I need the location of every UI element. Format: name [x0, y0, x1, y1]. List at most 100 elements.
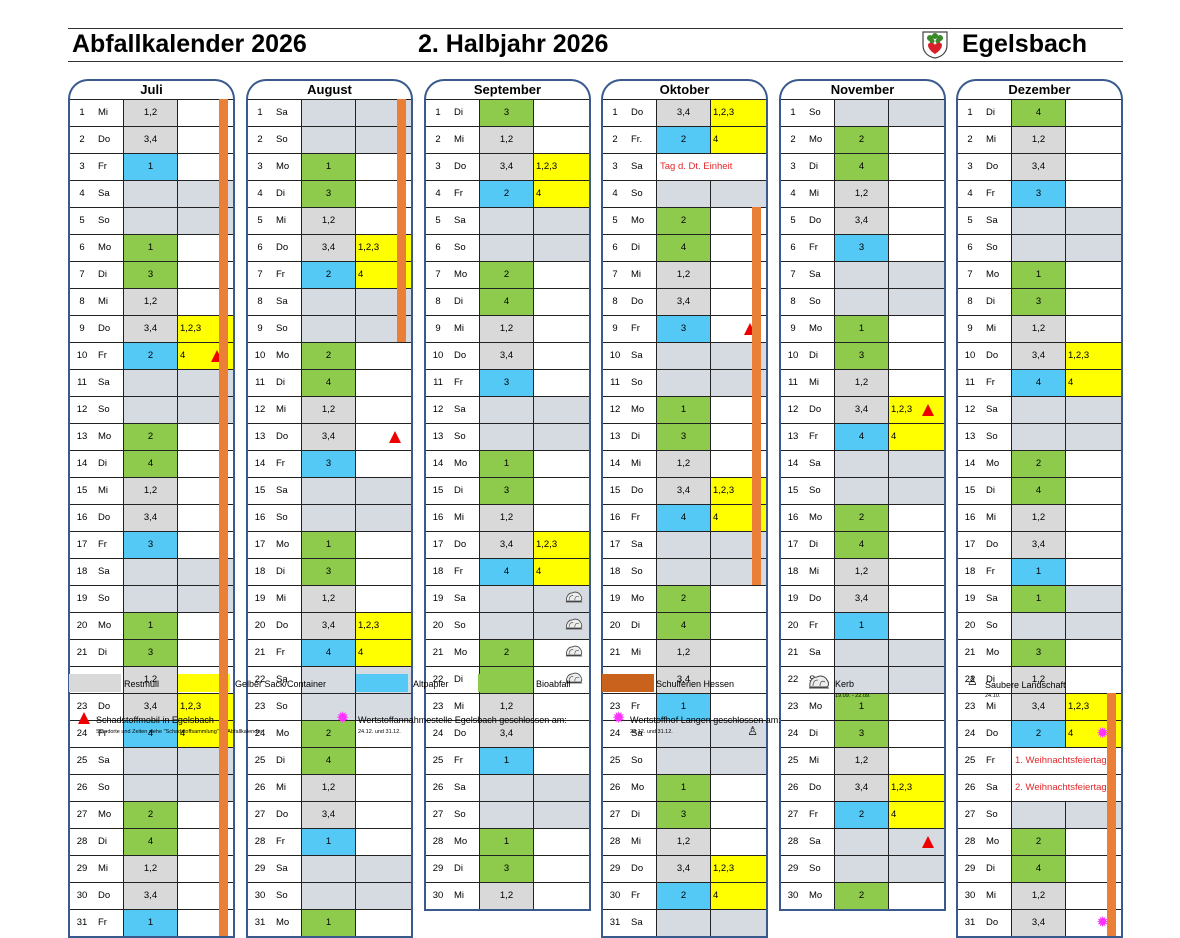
day-cell: 21 Sa: [781, 640, 835, 666]
weekday: Do: [454, 728, 467, 739]
waste-cell-secondary: [356, 748, 411, 774]
day-row: 28 Sa: [781, 828, 944, 855]
day-number: 3: [435, 161, 441, 172]
day-number: 22: [432, 674, 444, 685]
weekday: Sa: [986, 593, 998, 604]
day-number: 25: [432, 755, 444, 766]
day-cell: 30 Mo: [781, 883, 835, 909]
waste-cell-primary: 3,4: [1012, 532, 1066, 558]
waste-cell-primary: 4: [480, 559, 534, 585]
weekday: So: [809, 107, 821, 118]
legend-swatch-bioabfall: [478, 674, 530, 692]
day-number: 12: [432, 404, 444, 415]
day-cell: 24 Do: [426, 721, 480, 747]
day-row: 12 Do 3,4 1,2,3: [781, 396, 944, 423]
day-row: 4 Sa: [70, 180, 233, 207]
day-number: 22: [964, 674, 976, 685]
waste-cell-secondary: [1066, 451, 1121, 477]
day-row: 29 Di 3: [426, 855, 589, 882]
day-row: 31 Do 3,4 ✹: [958, 909, 1121, 936]
day-row: 6 So: [426, 234, 589, 261]
day-row: 17 Fr 3: [70, 531, 233, 558]
weekday: Fr: [454, 755, 463, 766]
waste-cell-secondary: [356, 505, 411, 531]
day-cell: 27 Mo: [70, 802, 124, 828]
day-number: 5: [790, 215, 796, 226]
day-number: 1: [257, 107, 263, 118]
day-number: 11: [610, 377, 620, 388]
day-number: 7: [257, 269, 263, 280]
waste-cell-primary: [302, 856, 356, 882]
waste-cell-secondary: [356, 343, 411, 369]
waste-cell-primary: [657, 721, 711, 747]
day-row: 11 Sa: [70, 369, 233, 396]
day-number: 30: [609, 890, 621, 901]
waste-cell-primary: 3: [480, 478, 534, 504]
legend-schadstoff-note: Standorte und Zeiten siehe "Schadstoffsa…: [96, 729, 263, 735]
day-number: 19: [76, 593, 88, 604]
waste-cell-primary: 1,2: [1012, 883, 1066, 909]
day-cell: 28 Mo: [426, 829, 480, 855]
day-number: 7: [790, 269, 796, 280]
day-row: 13 Di 3: [603, 423, 766, 450]
day-row: 1 Di 4: [958, 99, 1121, 126]
day-number: 14: [432, 458, 444, 469]
day-row: 7 Di 3: [70, 261, 233, 288]
day-number: 6: [612, 242, 618, 253]
day-cell: 8 Di: [426, 289, 480, 315]
weekday: So: [631, 188, 643, 199]
day-row: 24 Sa ♙: [603, 720, 766, 747]
day-number: 10: [76, 350, 88, 361]
day-number: 27: [432, 809, 444, 820]
waste-cell-secondary: [889, 613, 944, 639]
weekday: Do: [809, 215, 822, 226]
day-number: 25: [609, 755, 621, 766]
waste-cell-secondary: 1,2,3: [1066, 343, 1121, 369]
waste-cell-secondary: [356, 478, 411, 504]
day-row: 11 Mi 1,2: [781, 369, 944, 396]
day-row: 7 Mo 2: [426, 261, 589, 288]
day-number: 3: [967, 161, 973, 172]
weekday: Mi: [986, 890, 997, 901]
waste-cell-secondary: [889, 370, 944, 396]
weekday: Di: [98, 836, 107, 847]
waste-cell-primary: 1,2: [480, 505, 534, 531]
day-row: 14 Di 4: [70, 450, 233, 477]
schulferien-bar: [1107, 693, 1116, 936]
day-number: 9: [967, 323, 973, 334]
day-cell: 10 Fr: [70, 343, 124, 369]
weekday: Sa: [276, 107, 288, 118]
day-cell: 12 Sa: [426, 397, 480, 423]
day-row: 23 Mi 3,4 1,2,3: [958, 693, 1121, 720]
weekday: Mo: [986, 647, 1000, 658]
weekday: Di: [809, 161, 818, 172]
day-number: 16: [254, 512, 266, 523]
day-row: 18 Fr 4 4: [426, 558, 589, 585]
waste-cell-secondary: [889, 667, 944, 693]
waste-cell-secondary: [534, 802, 589, 828]
day-number: 28: [432, 836, 444, 847]
day-number: 5: [967, 215, 973, 226]
day-number: 17: [609, 539, 621, 550]
waste-cell-primary: 2: [657, 208, 711, 234]
waste-cell-secondary: 1,2,3: [889, 397, 944, 423]
waste-cell-primary: 1,2: [302, 586, 356, 612]
waste-cell-primary: [835, 262, 889, 288]
kerb-icon: [565, 645, 583, 657]
day-cell: 16 Fr: [603, 505, 657, 531]
schulferien-bar: [752, 207, 761, 585]
waste-cell-primary: 1,2: [1012, 505, 1066, 531]
day-row: 2 Mi 1,2: [426, 126, 589, 153]
day-number: 26: [609, 782, 621, 793]
waste-cell-primary: 1,2: [1012, 667, 1066, 693]
day-number: 10: [432, 350, 444, 361]
day-row: 5 So: [70, 207, 233, 234]
weekday: Fr: [986, 377, 995, 388]
day-cell: 20 Do: [248, 613, 302, 639]
day-row: 30 Do 3,4: [70, 882, 233, 909]
day-cell: 29 Di: [958, 856, 1012, 882]
waste-cell-primary: [1012, 424, 1066, 450]
day-cell: 11 So: [603, 370, 657, 396]
day-row: 1 Sa: [248, 99, 411, 126]
waste-cell-primary: [302, 505, 356, 531]
